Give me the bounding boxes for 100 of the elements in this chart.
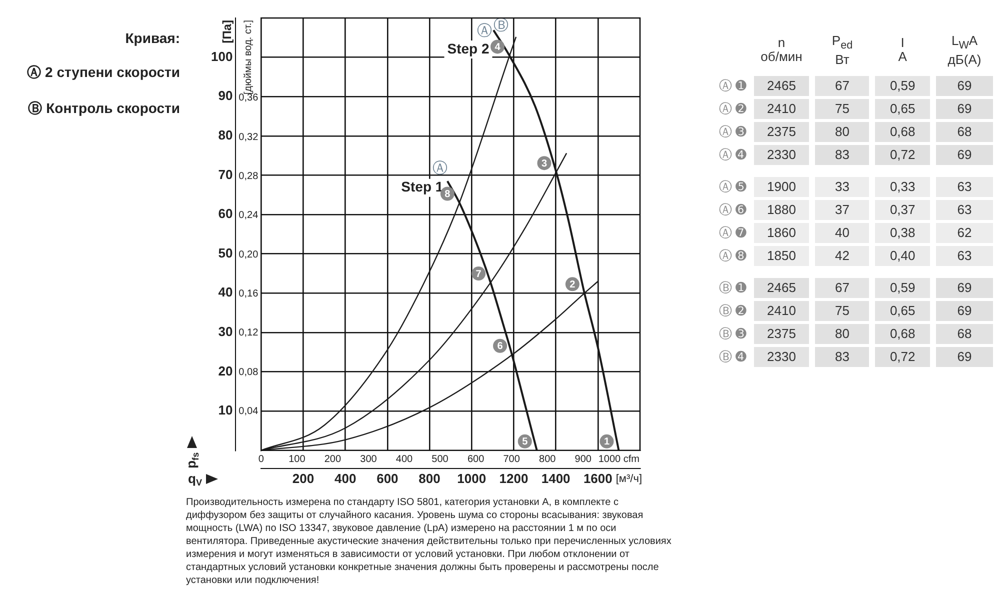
y-tick-label: Ⓑ ➌: [718, 324, 748, 343]
y2-tick-label: 0,20: [238, 249, 259, 260]
data-label: 1880: [754, 200, 810, 220]
data-label: 0,59: [875, 278, 930, 298]
data-label: 68: [936, 122, 993, 142]
data-label: 2465: [754, 76, 810, 96]
x-tick-label: 600: [376, 470, 398, 486]
text: Ⓐ 2 ступени скорости: [26, 64, 180, 82]
data-label: 1850: [754, 246, 810, 266]
data-label: 69: [936, 346, 993, 367]
annotation: 4: [494, 42, 501, 53]
y-tick-label: 50: [218, 245, 233, 260]
data-label: 37: [815, 200, 870, 220]
data-label: 69: [936, 278, 993, 298]
y-tick-label: Ⓐ ➍: [718, 146, 748, 164]
data-label: 63: [936, 176, 993, 197]
data-label: 63: [936, 200, 993, 220]
data-label: 2375: [754, 324, 810, 344]
y2-tick-label: 0,24: [238, 210, 259, 222]
data-label: 0,37: [875, 200, 930, 220]
data-label: 67: [815, 278, 870, 298]
x-tick-label: 1400: [541, 470, 570, 486]
data-label: 40: [815, 222, 870, 243]
data-label: 83: [815, 144, 870, 165]
data-label: 0,68: [875, 122, 930, 142]
data-label: 1900: [754, 176, 810, 197]
data-label: 2410: [754, 300, 810, 321]
data-label: 33: [815, 176, 870, 197]
data-label: 69: [936, 144, 993, 165]
data-label: 80: [815, 122, 870, 142]
y2-tick-label: 0,04: [238, 406, 259, 417]
x-tick-label: 800: [418, 470, 440, 486]
x2-tick-label: 1000 cfm: [598, 454, 640, 466]
data-label: 0,33: [875, 176, 930, 197]
y-tick-label: Ⓐ ➏: [718, 200, 748, 219]
y2-tick-label: 0,16: [238, 288, 259, 300]
data-label: 2375: [754, 122, 810, 142]
data-label: 2330: [754, 144, 810, 165]
y2-tick-label: 0,08: [238, 366, 259, 378]
y2-tick-label: 0,36: [238, 92, 259, 104]
annotation: 8: [444, 189, 451, 200]
y-tick-label: Ⓑ ➊: [718, 278, 748, 297]
y2-axis-title: [дюймы вод. ст.]: [243, 20, 254, 95]
y-tick-label: Ⓐ ➎: [718, 178, 748, 196]
text: [Па]: [220, 20, 234, 44]
x2-tick-label: 800: [539, 454, 556, 466]
text: Производительность измерена по стандарту ISO 5801, категория установки А, в комплекте с диффузором без защиты от случайного касания. Уровень шума со стороны всасывания: звуковая мощность (LWA) по ISO 13347, звуковое давление (LpA) измерено на расстоянии 1 м по оси вентилятора. Приведенные акустические значения действительны только при перечисленных условиях измерения и могут изменяться в зависимости от условий установки. При любом отклонении от стандартных условий установки конкретные значения должны быть проверены и рассмотрены после установки или подключения!: [186, 496, 672, 587]
y-tick-label: 100: [210, 48, 233, 64]
y2-tick-label: 0,28: [238, 170, 259, 182]
y-tick-label: 30: [218, 324, 233, 340]
x-tick-label: 1000: [457, 470, 486, 486]
data-label: 1860: [754, 222, 810, 243]
x2-tick-label: 500: [432, 454, 449, 466]
y-axis-title: pfs: [184, 452, 201, 468]
data-label: 75: [815, 98, 870, 119]
x-tick-label: 1600: [583, 470, 612, 486]
x-tick-label: P$_{ed}$ Вт: [830, 33, 854, 69]
y-tick-label: 90: [218, 88, 233, 104]
annotation: Ⓐ: [432, 159, 448, 178]
data-label: 2465: [754, 278, 810, 298]
data-label: 69: [936, 98, 993, 119]
data-label: 83: [815, 346, 870, 367]
x2-tick-label: 400: [396, 454, 414, 466]
data-label: 42: [815, 246, 870, 266]
x2-tick-label: 300: [360, 454, 378, 466]
y-tick-label: 40: [218, 284, 233, 300]
y-tick-label: 60: [218, 206, 233, 222]
annotation: 1: [604, 436, 610, 448]
data-label: 68: [936, 324, 993, 344]
data-label: 80: [815, 324, 870, 344]
x-tick-label: n об/мин: [760, 34, 804, 66]
x-tick-label: 1200: [499, 470, 528, 486]
data-label: 69: [936, 300, 993, 321]
data-label: 0,68: [875, 324, 930, 344]
data-label: 67: [815, 76, 870, 96]
x2-tick-label: 0: [258, 454, 264, 466]
x-tick-label: I A: [897, 34, 908, 66]
data-label: 0,72: [875, 144, 930, 165]
annotation: Step 2: [447, 40, 490, 56]
x-tick-label: 200: [292, 470, 314, 486]
x2-tick-label: 100: [288, 454, 306, 466]
x-tick-label: L$_{W}$A дБ(A): [946, 33, 982, 69]
y-tick-label: Ⓐ ➌: [718, 122, 748, 141]
y2-tick-label: 0,12: [238, 328, 259, 339]
data-label: 69: [936, 76, 993, 96]
data-label: 63: [936, 246, 993, 266]
annotation: 5: [522, 436, 528, 448]
annotation: 3: [541, 158, 548, 170]
y-tick-label: 20: [218, 363, 233, 378]
x2-tick-label: 700: [503, 454, 520, 466]
y2-tick-label: 0,32: [238, 132, 259, 143]
y-tick-label: 70: [218, 166, 233, 182]
data-label: 0,65: [875, 98, 930, 119]
annotation: Ⓐ: [476, 22, 492, 40]
data-label: 2330: [754, 346, 810, 367]
x2-tick-label: 900: [574, 454, 592, 466]
data-label: 2410: [754, 98, 810, 119]
data-label: 0,38: [875, 222, 930, 243]
text: [м³/ч]: [616, 473, 642, 486]
data-label: 62: [936, 222, 993, 243]
